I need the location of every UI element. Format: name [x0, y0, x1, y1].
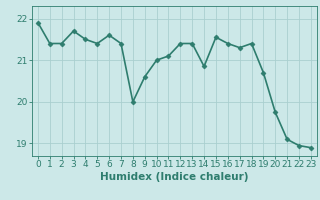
X-axis label: Humidex (Indice chaleur): Humidex (Indice chaleur) [100, 172, 249, 182]
